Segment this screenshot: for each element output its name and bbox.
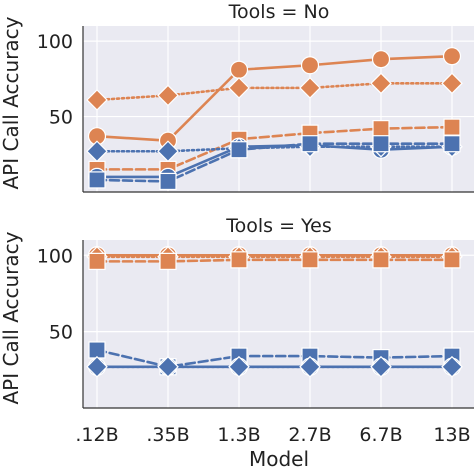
- y-tick-label: 100: [37, 245, 73, 267]
- data-point: [443, 135, 461, 153]
- series-blue-diamond-dotted: [86, 355, 463, 378]
- y-axis-label-top: API Call Accuracy: [0, 16, 23, 189]
- x-tick-label: .35B: [146, 424, 189, 446]
- data-point: [159, 172, 177, 191]
- data-point: [157, 140, 179, 163]
- series-orange-diamond-dotted: [86, 72, 463, 111]
- panel-tools-no: 50 100: [37, 26, 474, 193]
- data-point: [88, 171, 106, 189]
- series-line: [95, 82, 454, 102]
- data-point: [228, 77, 250, 99]
- y-tick-label: 50: [49, 107, 73, 129]
- data-point: [372, 135, 390, 153]
- panel-title-tools-no: Tools = No: [228, 1, 330, 23]
- series-line: [95, 125, 454, 171]
- data-point: [442, 47, 462, 66]
- data-point: [301, 251, 319, 269]
- data-point: [157, 355, 179, 378]
- data-point: [441, 355, 463, 378]
- data-point: [372, 120, 390, 138]
- data-point: [300, 56, 320, 75]
- series-line: [95, 258, 454, 263]
- panel-tools-yes: 50 100: [37, 240, 474, 409]
- data-point: [88, 341, 106, 359]
- x-tick-label: 6.7B: [359, 424, 402, 446]
- data-point: [230, 141, 248, 159]
- series-orange-square-dashed: [88, 118, 461, 178]
- x-tick-label: .12B: [75, 424, 118, 446]
- plot-area: [83, 240, 474, 408]
- x-tick-label: 13B: [433, 424, 470, 446]
- data-point: [86, 140, 108, 163]
- series-orange-square-dashed: [88, 251, 461, 270]
- data-point: [299, 77, 321, 99]
- data-point: [86, 355, 108, 378]
- panel-title-tools-yes: Tools = Yes: [225, 215, 331, 237]
- data-point: [441, 72, 463, 95]
- y-tick-label: 50: [49, 322, 73, 344]
- data-point: [159, 252, 177, 270]
- x-tick-label: 2.7B: [288, 424, 331, 446]
- data-point: [229, 60, 249, 79]
- x-axis-label: Model: [249, 447, 309, 470]
- data-point: [228, 355, 250, 378]
- series-blue-square-dashed: [88, 135, 461, 191]
- data-point: [443, 118, 461, 136]
- data-point: [299, 355, 321, 378]
- data-point: [88, 252, 106, 270]
- data-point: [370, 355, 392, 378]
- data-point: [86, 89, 108, 111]
- plot-area: [83, 26, 474, 192]
- series-line: [95, 142, 454, 183]
- y-axis-label-bottom: API Call Accuracy: [0, 231, 23, 404]
- y-tick-label: 100: [37, 31, 73, 53]
- data-point: [301, 135, 319, 153]
- data-point: [157, 84, 179, 107]
- series-line: [95, 54, 454, 142]
- x-tick-label: 1.3B: [217, 424, 260, 446]
- data-point: [370, 72, 392, 95]
- series-line: [95, 348, 454, 369]
- data-point: [371, 50, 391, 69]
- data-point: [372, 251, 390, 269]
- data-point: [230, 251, 248, 269]
- data-point: [443, 251, 461, 269]
